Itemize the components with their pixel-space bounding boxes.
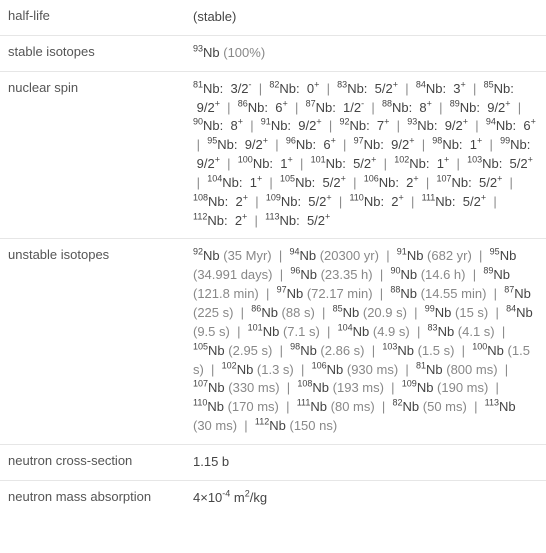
property-value: 92Nb (35 Myr) | 94Nb (20300 yr) | 91Nb (…	[185, 239, 546, 443]
property-value: 81Nb: 3/2- | 82Nb: 0+ | 83Nb: 5/2+ | 84N…	[185, 72, 546, 239]
property-label: unstable isotopes	[0, 239, 185, 443]
property-label: stable isotopes	[0, 36, 185, 71]
property-value: 4×10-4 m2/kg	[185, 481, 546, 516]
table-row: neutron mass absorption4×10-4 m2/kg	[0, 481, 546, 516]
property-label: neutron cross-section	[0, 445, 185, 480]
table-row: neutron cross-section1.15 b	[0, 445, 546, 481]
property-label: half-life	[0, 0, 185, 35]
table-row: half-life(stable)	[0, 0, 546, 36]
table-row: unstable isotopes92Nb (35 Myr) | 94Nb (2…	[0, 239, 546, 444]
property-value: (stable)	[185, 0, 546, 35]
property-label: nuclear spin	[0, 72, 185, 239]
property-value: 1.15 b	[185, 445, 546, 480]
table-row: nuclear spin81Nb: 3/2- | 82Nb: 0+ | 83Nb…	[0, 72, 546, 240]
property-value: 93Nb (100%)	[185, 36, 546, 71]
property-label: neutron mass absorption	[0, 481, 185, 516]
properties-table: half-life(stable)stable isotopes93Nb (10…	[0, 0, 546, 516]
table-row: stable isotopes93Nb (100%)	[0, 36, 546, 72]
